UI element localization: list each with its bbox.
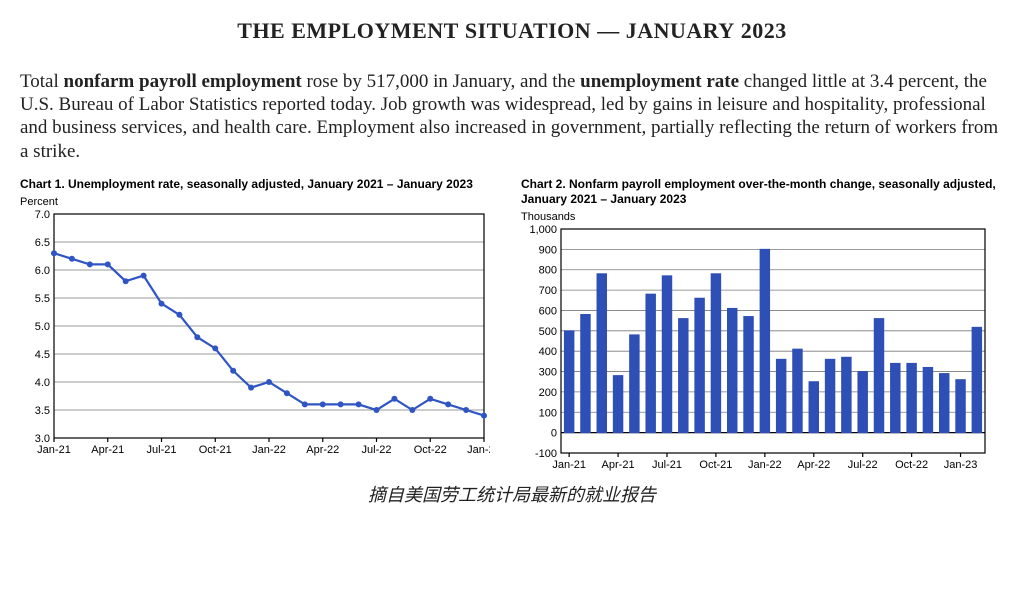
chart1-block: Chart 1. Unemployment rate, seasonally a… <box>20 177 503 475</box>
svg-text:Oct-21: Oct-21 <box>199 444 232 456</box>
svg-text:1,000: 1,000 <box>529 225 557 236</box>
title-seg: S <box>459 18 478 43</box>
svg-text:Oct-21: Oct-21 <box>699 459 732 471</box>
chart2-title: Chart 2. Nonfarm payroll employment over… <box>521 177 1004 207</box>
page-title: THE EMPLOYMENT SITUATION — JANUARY 2023 <box>20 18 1004 44</box>
title-seg: 2023 <box>735 18 787 43</box>
svg-text:800: 800 <box>539 264 557 276</box>
svg-text:0: 0 <box>551 427 557 439</box>
svg-text:5.0: 5.0 <box>35 321 50 333</box>
svg-text:Jul-22: Jul-22 <box>848 459 878 471</box>
chart2-block: Chart 2. Nonfarm payroll employment over… <box>521 177 1004 475</box>
svg-text:Jul-21: Jul-21 <box>147 444 177 456</box>
para-bold: unemployment rate <box>580 71 739 92</box>
svg-text:Jan-23: Jan-23 <box>467 444 490 456</box>
title-seg: ITUATION <box>478 18 592 43</box>
svg-text:Oct-22: Oct-22 <box>414 444 447 456</box>
svg-text:4.5: 4.5 <box>35 349 50 361</box>
svg-text:Oct-22: Oct-22 <box>895 459 928 471</box>
svg-text:Jan-22: Jan-22 <box>748 459 782 471</box>
chart1-title: Chart 1. Unemployment rate, seasonally a… <box>20 177 503 192</box>
svg-text:Apr-21: Apr-21 <box>91 444 124 456</box>
svg-text:5.5: 5.5 <box>35 293 50 305</box>
page-root: THE EMPLOYMENT SITUATION — JANUARY 2023 … <box>0 0 1024 515</box>
svg-text:Jul-21: Jul-21 <box>652 459 682 471</box>
source-caption: 摘自美国劳工统计局最新的就业报告 <box>20 481 1004 507</box>
title-seg: T <box>237 18 252 43</box>
chart2-plot: -10001002003004005006007008009001,000Jan… <box>521 225 991 475</box>
para-bold: nonfarm payroll employment <box>64 71 302 92</box>
title-seg: HE <box>252 18 285 43</box>
svg-text:7.0: 7.0 <box>35 210 50 221</box>
svg-text:4.0: 4.0 <box>35 377 50 389</box>
summary-paragraph: Total nonfarm payroll employment rose by… <box>20 70 1004 163</box>
svg-text:100: 100 <box>539 407 557 419</box>
svg-text:300: 300 <box>539 366 557 378</box>
svg-text:600: 600 <box>539 305 557 317</box>
para-text: rose by 517,000 in January, and the <box>302 71 580 92</box>
svg-text:500: 500 <box>539 326 557 338</box>
svg-text:700: 700 <box>539 285 557 297</box>
svg-text:Apr-22: Apr-22 <box>797 459 830 471</box>
title-seg: E <box>285 18 306 43</box>
title-seg: — J <box>591 18 637 43</box>
para-text: Total <box>20 71 64 92</box>
svg-text:3.5: 3.5 <box>35 405 50 417</box>
svg-text:Jan-23: Jan-23 <box>944 459 978 471</box>
svg-text:6.5: 6.5 <box>35 237 50 249</box>
chart2-unit: Thousands <box>521 211 1004 223</box>
svg-text:Jan-21: Jan-21 <box>552 459 586 471</box>
svg-text:Apr-22: Apr-22 <box>306 444 339 456</box>
chart1-unit: Percent <box>20 196 503 208</box>
svg-text:Jan-21: Jan-21 <box>37 444 71 456</box>
svg-text:6.0: 6.0 <box>35 265 50 277</box>
svg-text:Jan-22: Jan-22 <box>252 444 286 456</box>
svg-text:Jul-22: Jul-22 <box>362 444 392 456</box>
title-seg: ANUARY <box>637 18 735 43</box>
svg-text:200: 200 <box>539 387 557 399</box>
charts-row: Chart 1. Unemployment rate, seasonally a… <box>20 177 1004 475</box>
chart1-plot: 3.03.54.04.55.05.56.06.57.0Jan-21Apr-21J… <box>20 210 490 460</box>
title-seg: MPLOYMENT <box>306 18 458 43</box>
svg-text:400: 400 <box>539 346 557 358</box>
svg-text:900: 900 <box>539 244 557 256</box>
svg-text:Apr-21: Apr-21 <box>602 459 635 471</box>
